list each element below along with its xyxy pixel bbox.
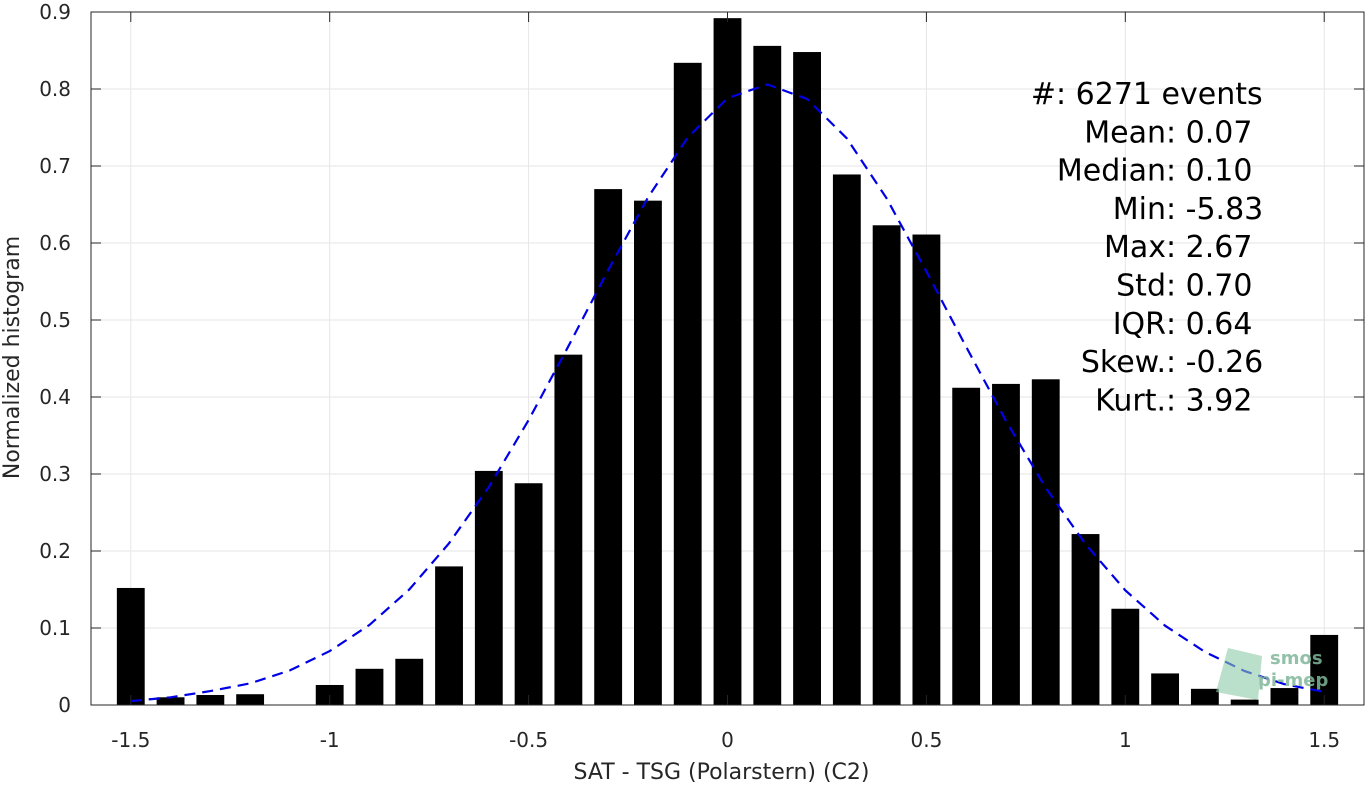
stat-label: # [1031,77,1056,112]
stat-label: Skew. [1081,345,1166,380]
y-tick-label: 0.4 [39,385,71,409]
histogram-bar [196,694,225,705]
y-tick-label: 0.1 [39,616,71,640]
x-tick-label: 1 [1119,728,1132,752]
histogram-bar [1190,688,1219,705]
histogram-bar [1270,688,1299,705]
x-axis-label: SAT - TSG (Polarstern) (C2) [573,760,869,785]
histogram-bar [514,483,543,705]
stat-label: Kurt. [1095,383,1166,418]
stat-value: : 3.92 [1166,383,1252,418]
histogram-bar [156,697,185,705]
histogram-bar [832,174,861,706]
histogram-bar [1111,608,1140,705]
y-tick-label: 0.9 [39,0,71,24]
histogram-bar [435,566,463,705]
histogram-bar [872,225,901,706]
histogram-bar [116,587,145,705]
histogram-bar [713,18,742,706]
stat-value: : -5.83 [1166,192,1263,227]
y-tick-label: 0.2 [39,539,71,563]
stat-label: Std [1116,269,1166,304]
stat-value: : 0.64 [1166,307,1252,342]
y-tick-label: 0.8 [39,77,71,101]
histogram-bar [395,658,424,705]
histogram-bar [992,383,1020,705]
y-tick-label: 0.5 [39,308,71,332]
x-tick-label: 0 [721,728,734,752]
smos-pimep-logo: smos pi-mep [1216,648,1328,700]
y-tick-label: 0.6 [39,231,71,255]
stat-value: : 0.70 [1166,269,1252,304]
y-tick-label: 0.3 [39,462,71,486]
histogram-bar [673,62,702,705]
histogram-bar [1071,534,1100,705]
stat-value: : 6271 events [1056,77,1263,112]
logo-text-smos: smos [1270,648,1323,669]
histogram-bar [554,354,583,705]
stat-label: Median [1057,154,1166,189]
y-tick-labels: 0 0.1 0.2 0.3 0.4 0.5 0.6 0.7 0.8 0.9 [39,0,71,717]
histogram-bar [952,387,981,705]
histogram-bar [793,52,821,706]
x-tick-label: -1 [320,728,340,752]
y-tick-label: 0.7 [39,154,71,178]
x-tick-labels: -1.5 -1 -0.5 0 0.5 1 1.5 [111,728,1340,752]
stat-label: IQR [1113,307,1166,342]
histogram-bar [634,200,662,705]
stat-label: Min [1113,192,1166,227]
stat-label: Max [1104,230,1166,265]
x-tick-label: -0.5 [509,728,548,752]
x-tick-label: 0.5 [911,728,943,752]
stat-value: : 2.67 [1166,230,1252,265]
logo-text-pimep: pi-mep [1258,670,1328,691]
histogram-bar [912,234,941,705]
stat-label: Mean [1084,115,1166,150]
normal-fit-curve [130,83,1325,703]
x-tick-label: -1.5 [111,728,150,752]
histogram-bar [1031,379,1060,705]
histogram-bars [116,18,1339,706]
stat-value: : 0.07 [1166,115,1252,150]
logo-shape [1216,648,1262,700]
histogram-bar [1230,699,1259,705]
histogram-bar [315,684,344,705]
stat-value: : -0.26 [1166,345,1263,380]
histogram-bar [594,189,623,706]
histogram-bar [1151,673,1180,705]
histogram-bar [355,668,384,705]
histogram-bar [753,45,782,705]
stat-value: : 0.10 [1166,154,1252,189]
y-tick-label: 0 [58,693,71,717]
axis-ticks [91,11,1364,706]
histogram-bar [236,694,265,705]
histogram-bar [474,470,503,705]
histogram-bar [1310,634,1339,705]
y-axis-label: Normalized histogram [0,236,25,479]
x-tick-label: 1.5 [1308,728,1340,752]
